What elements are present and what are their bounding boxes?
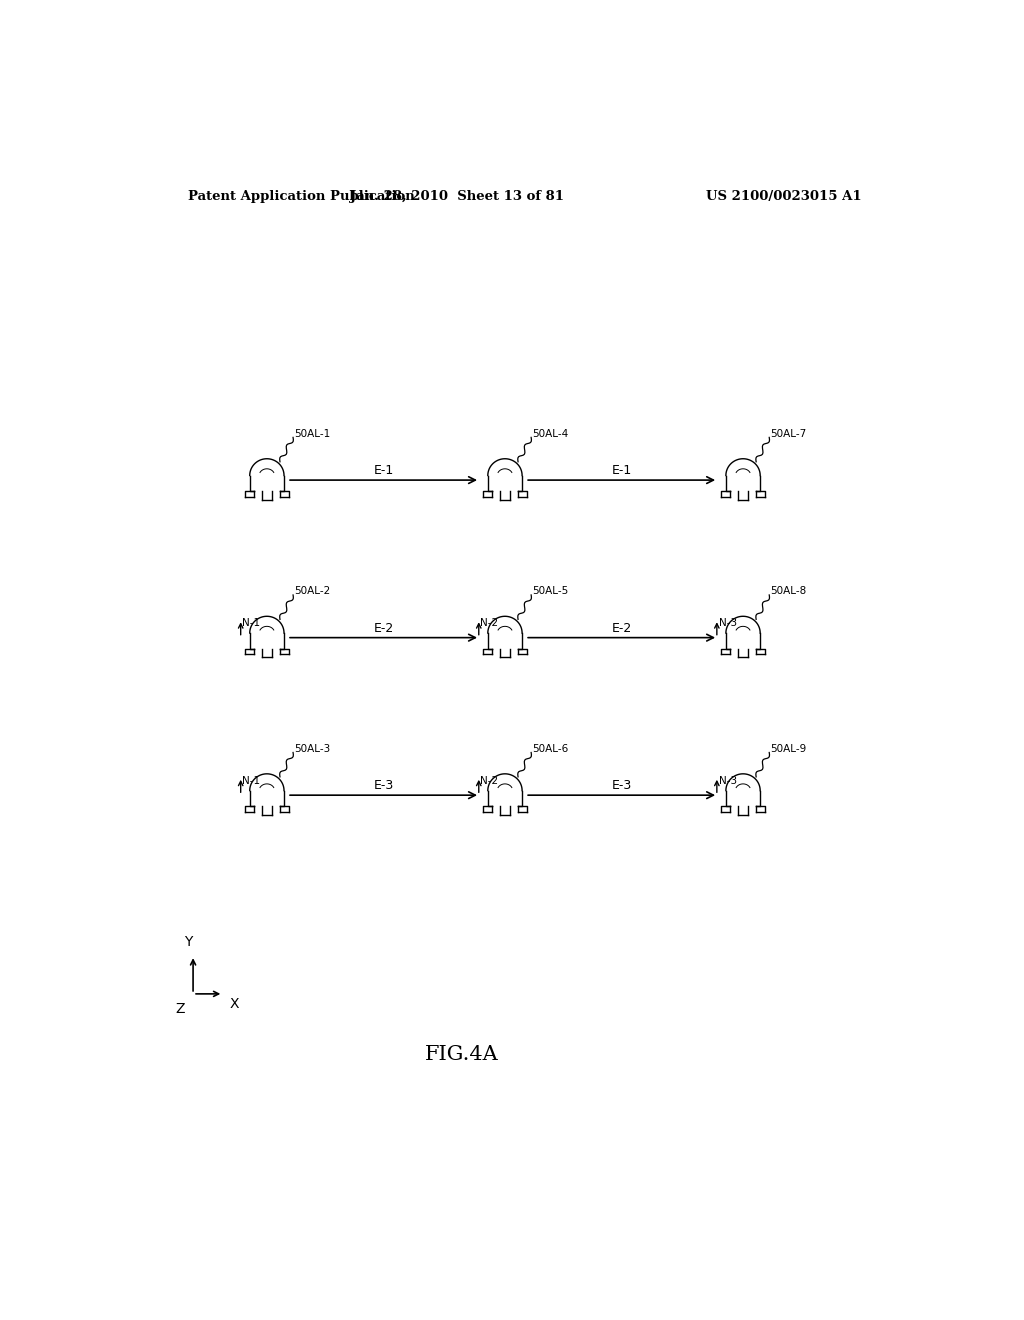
Text: US 2100/0023015 A1: US 2100/0023015 A1 bbox=[707, 190, 862, 202]
Text: Patent Application Publication: Patent Application Publication bbox=[187, 190, 415, 202]
Text: E-3: E-3 bbox=[374, 779, 393, 792]
Text: E-1: E-1 bbox=[374, 465, 393, 477]
Text: 50AL-5: 50AL-5 bbox=[532, 586, 568, 597]
Text: N-1: N-1 bbox=[243, 618, 260, 628]
Text: E-1: E-1 bbox=[611, 465, 632, 477]
Text: 50AL-8: 50AL-8 bbox=[770, 586, 807, 597]
Text: E-3: E-3 bbox=[611, 779, 632, 792]
Text: N-2: N-2 bbox=[480, 776, 499, 785]
Text: N-2: N-2 bbox=[480, 618, 499, 628]
Text: 50AL-7: 50AL-7 bbox=[770, 429, 807, 440]
Text: 50AL-3: 50AL-3 bbox=[294, 744, 331, 754]
Text: 50AL-9: 50AL-9 bbox=[770, 744, 807, 754]
Text: X: X bbox=[229, 997, 239, 1011]
Text: N-3: N-3 bbox=[719, 618, 736, 628]
Text: 50AL-2: 50AL-2 bbox=[294, 586, 331, 597]
Text: FIG.4A: FIG.4A bbox=[424, 1045, 499, 1064]
Text: Z: Z bbox=[176, 1002, 185, 1016]
Text: E-2: E-2 bbox=[611, 622, 632, 635]
Text: N-1: N-1 bbox=[243, 776, 260, 785]
Text: Y: Y bbox=[184, 935, 193, 949]
Text: 50AL-4: 50AL-4 bbox=[532, 429, 568, 440]
Text: 50AL-1: 50AL-1 bbox=[294, 429, 331, 440]
Text: 50AL-6: 50AL-6 bbox=[532, 744, 568, 754]
Text: E-2: E-2 bbox=[374, 622, 393, 635]
Text: Jan. 28, 2010  Sheet 13 of 81: Jan. 28, 2010 Sheet 13 of 81 bbox=[350, 190, 564, 202]
Text: N-3: N-3 bbox=[719, 776, 736, 785]
